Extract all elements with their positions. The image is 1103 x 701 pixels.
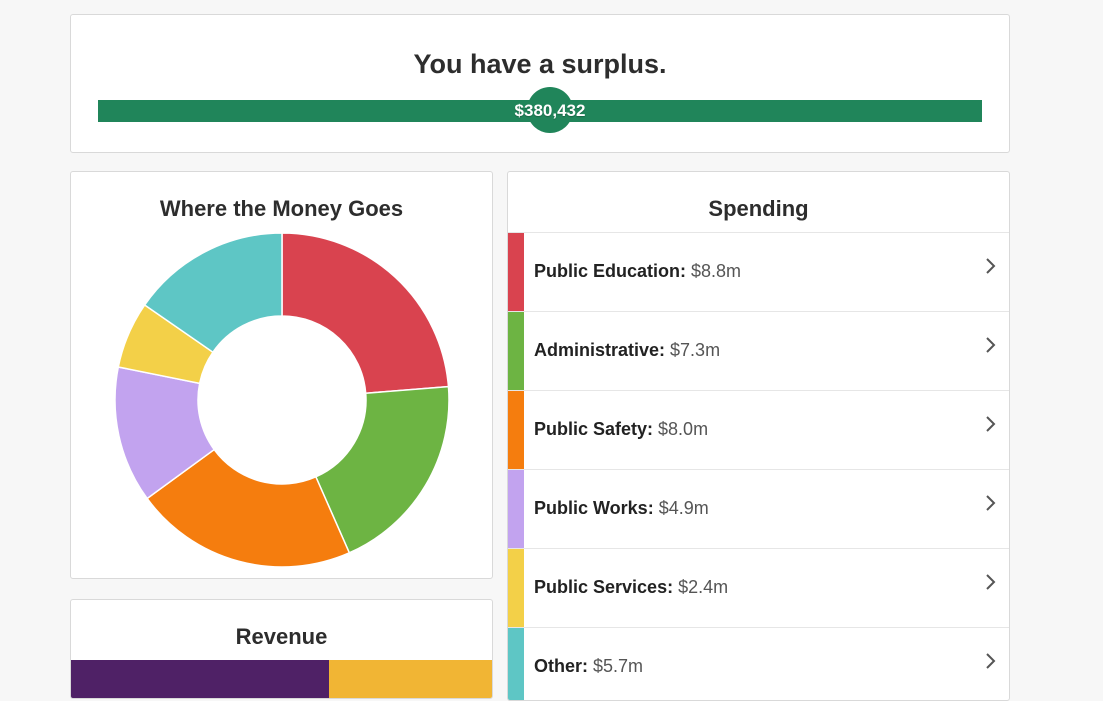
category-name: Public Services:	[534, 577, 674, 597]
surplus-amount: $380,432	[514, 101, 586, 120]
category-color-swatch	[508, 470, 524, 548]
category-amount: $8.8m	[686, 261, 742, 281]
category-amount: $5.7m	[588, 656, 644, 676]
category-color-swatch	[508, 628, 524, 700]
spending-row-text: Administrative: $7.3m	[534, 340, 720, 361]
category-amount: $8.0m	[653, 419, 709, 439]
revenue-card: Revenue	[70, 599, 493, 699]
category-color-swatch	[508, 312, 524, 390]
spending-row[interactable]: Public Safety: $8.0m	[508, 390, 1009, 469]
donut-chart	[114, 232, 450, 568]
spending-row-text: Public Services: $2.4m	[534, 577, 728, 598]
revenue-title: Revenue	[235, 624, 328, 649]
chevron-right-icon[interactable]	[985, 494, 997, 512]
spending-row-text: Other: $5.7m	[534, 656, 643, 677]
donut-title: Where the Money Goes	[159, 196, 404, 221]
spending-row[interactable]: Public Works: $4.9m	[508, 469, 1009, 548]
spending-list: Public Education: $8.8m Administrative: $…	[508, 232, 1009, 700]
category-color-swatch	[508, 233, 524, 311]
spending-row-text: Public Safety: $8.0m	[534, 419, 708, 440]
category-name: Other:	[534, 656, 588, 676]
category-name: Public Safety:	[534, 419, 654, 439]
chevron-right-icon[interactable]	[985, 415, 997, 433]
category-amount: $2.4m	[673, 577, 729, 597]
chevron-right-icon[interactable]	[985, 652, 997, 670]
category-color-swatch	[508, 391, 524, 469]
revenue-bar	[71, 660, 492, 698]
spending-row[interactable]: Public Services: $2.4m	[508, 548, 1009, 627]
spending-card: Spending Public Education: $8.8m Administ…	[507, 171, 1010, 701]
chevron-right-icon[interactable]	[985, 336, 997, 354]
category-name: Public Works:	[534, 498, 654, 518]
revenue-segment[interactable]	[71, 660, 329, 698]
spending-row-text: Public Works: $4.9m	[534, 498, 709, 519]
money-goes-card: Where the Money Goes	[70, 171, 493, 579]
surplus-card: You have a surplus. $380,432	[70, 14, 1010, 153]
category-color-swatch	[508, 549, 524, 627]
surplus-title: You have a surplus.	[413, 49, 667, 79]
revenue-segment[interactable]	[329, 660, 492, 698]
chevron-right-icon[interactable]	[985, 573, 997, 591]
chevron-right-icon[interactable]	[985, 257, 997, 275]
category-amount: $7.3m	[665, 340, 721, 360]
category-name: Public Education:	[534, 261, 687, 281]
spending-row[interactable]: Administrative: $7.3m	[508, 311, 1009, 390]
donut-slice[interactable]	[281, 232, 450, 395]
donut-slice[interactable]	[314, 385, 450, 554]
spending-row[interactable]: Public Education: $8.8m	[508, 232, 1009, 311]
category-amount: $4.9m	[653, 498, 709, 518]
category-name: Administrative:	[534, 340, 666, 360]
spending-row[interactable]: Other: $5.7m	[508, 627, 1009, 700]
spending-row-text: Public Education: $8.8m	[534, 261, 741, 282]
donut-slice[interactable]	[146, 448, 351, 568]
spending-title: Spending	[708, 196, 809, 221]
donut-slice[interactable]	[143, 232, 283, 354]
balance-knob[interactable]	[527, 87, 573, 133]
